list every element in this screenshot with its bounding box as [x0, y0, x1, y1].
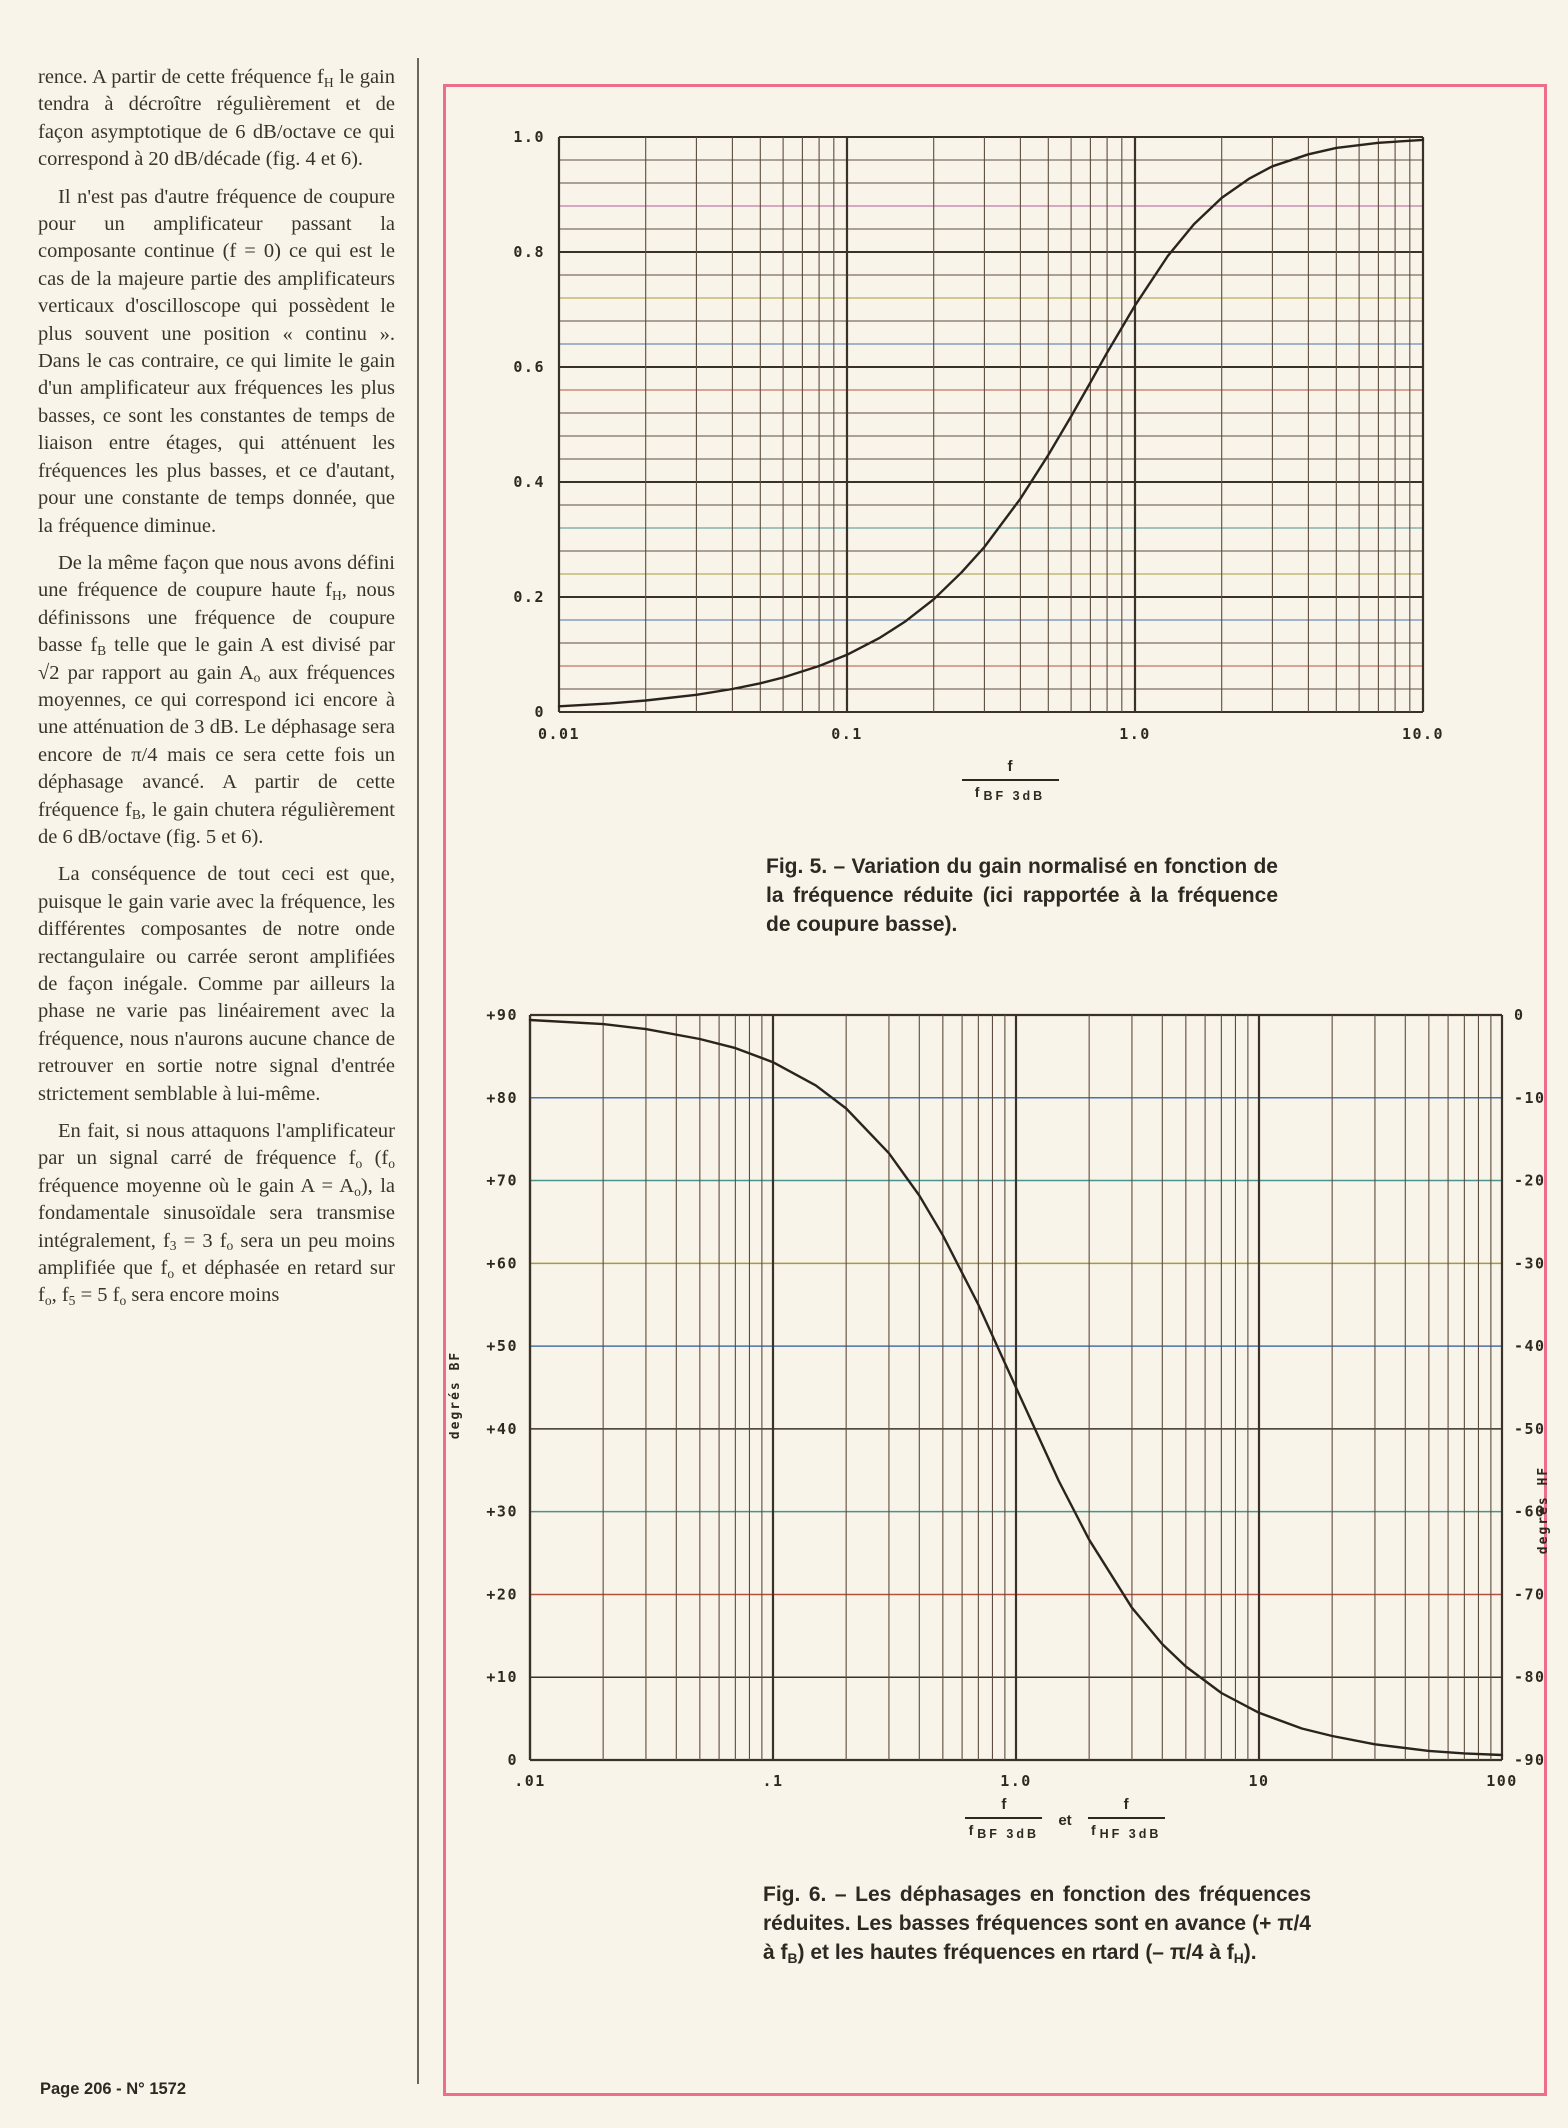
fraction-numerator: f	[965, 1796, 1043, 1819]
fig5-gain-chart: 0 0.2 0.4 0.6 0.8 1.0 0.01 0.1 1.0 10.0	[513, 128, 1444, 743]
conjunction-et: et	[1058, 1811, 1072, 1829]
fig6-phase-curve	[528, 1018, 1504, 1757]
fraction-denominator-sub: HF 3dB	[1099, 1827, 1162, 1841]
tick-label: +20	[486, 1585, 518, 1603]
tick-label: -90	[1514, 1751, 1546, 1769]
tick-label: 1.0	[1000, 1772, 1032, 1790]
tick-label: 1.0	[1119, 725, 1151, 743]
tick-label: -20	[1514, 1172, 1546, 1190]
tick-label: -40	[1514, 1337, 1546, 1355]
fraction-f-over-fbf3db: f f BF 3dB	[961, 758, 1059, 803]
tick-label: 100	[1486, 1772, 1518, 1790]
tick-label: +10	[486, 1668, 518, 1686]
tick-label: 0.6	[513, 358, 545, 376]
fig6-grid	[528, 1013, 1504, 1762]
tick-label: -80	[1514, 1668, 1546, 1686]
article-paragraph: La conséquence de tout ceci est que, pui…	[38, 863, 395, 1105]
fraction-denominator: f HF 3dB	[1090, 1819, 1162, 1841]
fig6-caption: Fig. 6. – Les déphasages en fonction des…	[763, 1883, 1311, 1966]
fig6-y-right-tick-labels: 0 -10 -20 -30 -40 -50 -60 -70 -80 -90	[1514, 1006, 1546, 1769]
fraction-numerator: f	[1087, 1796, 1165, 1819]
fig6-ylabel-right: degrés HF	[1536, 1466, 1551, 1554]
fraction-denominator-f: f	[968, 1822, 974, 1838]
fig5-x-axis-label: f f BF 3dB	[930, 758, 1090, 803]
tick-label: +50	[486, 1337, 518, 1355]
tick-label: .01	[514, 1772, 546, 1790]
tick-label: 0.4	[513, 473, 545, 491]
fraction-numerator: f	[961, 758, 1059, 781]
fig6-phase-chart: +90 +80 +70 +60 +50 +40 +30 +20 +10 0 0 -10 -20 -30 -4…	[448, 1006, 1551, 1790]
tick-label: 0.2	[513, 588, 545, 606]
page-footer: Page 206 - N° 1572	[40, 2080, 187, 2098]
fraction-denominator: f BF 3dB	[974, 781, 1046, 803]
article-paragraph: En fait, si nous attaquons l'amplificate…	[38, 1120, 396, 1309]
tick-label: 10.0	[1402, 725, 1444, 743]
tick-label: 0	[534, 703, 545, 721]
fig5-x-tick-labels: 0.01 0.1 1.0 10.0	[538, 725, 1444, 743]
tick-label: 0.01	[538, 725, 580, 743]
tick-label: +90	[486, 1006, 518, 1024]
tick-label: 10	[1248, 1772, 1269, 1790]
tick-label: 0	[507, 1751, 518, 1769]
fraction-f-over-fhf3db: f f HF 3dB	[1087, 1796, 1165, 1841]
tick-label: .1	[762, 1772, 783, 1790]
tick-label: degrés BF	[448, 1351, 463, 1439]
tick-label: -50	[1514, 1420, 1546, 1438]
fig5-grid	[557, 136, 1425, 713]
article-paragraph: Il n'est pas d'autre fréquence de coupur…	[38, 185, 395, 537]
article-column: rence. A partir de cette fréquence fH le…	[38, 64, 395, 1320]
fig5-caption: Fig. 5. – Variation du gain normalisé en…	[766, 855, 1278, 936]
tick-label: -70	[1514, 1585, 1546, 1603]
fraction-denominator-f: f	[1090, 1822, 1096, 1838]
figure-frame	[443, 84, 1547, 2096]
fig6-ylabel-left: degrés BF	[448, 1351, 463, 1439]
fraction-denominator: f BF 3dB	[968, 1819, 1040, 1841]
tick-label: +40	[486, 1420, 518, 1438]
fig5-gain-curve	[557, 138, 1425, 708]
tick-label: -60	[1514, 1503, 1546, 1521]
fig6-x-tick-labels: .01 .1 1.0 10 100	[514, 1772, 1518, 1790]
article-paragraph: rence. A partir de cette fréquence fH le…	[38, 66, 395, 171]
fig5-y-tick-labels: 0 0.2 0.4 0.6 0.8 1.0	[513, 128, 545, 721]
fraction-denominator-sub: BF 3dB	[977, 1827, 1040, 1841]
tick-label: 0	[1514, 1006, 1525, 1024]
tick-label: +70	[486, 1172, 518, 1190]
article-paragraph: De la même façon que nous avons défini u…	[38, 551, 395, 848]
tick-label: -10	[1514, 1089, 1546, 1107]
tick-label: 1.0	[513, 128, 545, 146]
fraction-denominator-f: f	[974, 784, 980, 800]
fraction-denominator-sub: BF 3dB	[983, 789, 1046, 803]
tick-label: 0.1	[831, 725, 863, 743]
tick-label: 0.8	[513, 243, 545, 261]
tick-label: +60	[486, 1254, 518, 1272]
fig6-x-axis-label: f f BF 3dB et f f HF 3dB	[845, 1796, 1285, 1841]
fraction-f-over-fbf3db: f f BF 3dB	[965, 1796, 1043, 1841]
tick-label: +30	[486, 1503, 518, 1521]
tick-label: +80	[486, 1089, 518, 1107]
column-divider	[417, 58, 419, 2084]
tick-label: -30	[1514, 1254, 1546, 1272]
fig6-y-left-tick-labels: +90 +80 +70 +60 +50 +40 +30 +20 +10 0	[486, 1006, 518, 1769]
tick-label: degrés HF	[1536, 1466, 1551, 1554]
